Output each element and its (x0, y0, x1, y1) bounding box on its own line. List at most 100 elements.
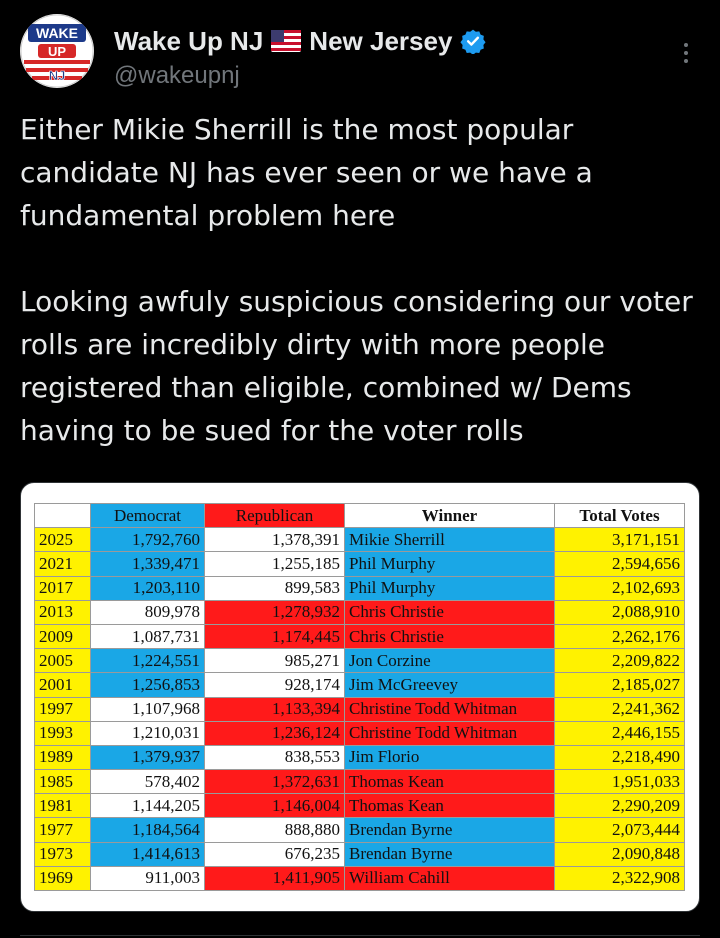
cell-total-votes: 2,446,155 (554, 720, 685, 746)
cell-democrat-votes: 1,792,760 (90, 527, 205, 553)
cell-total-votes: 2,218,490 (554, 744, 685, 771)
cell-democrat-votes: 1,144,205 (90, 793, 205, 819)
cell-republican-votes: 676,235 (204, 841, 345, 867)
cell-winner: Thomas Kean (344, 769, 555, 795)
cell-year: 1981 (34, 793, 91, 819)
cell-total-votes: 2,185,027 (554, 672, 685, 698)
cell-winner: Jim Florio (344, 744, 555, 771)
cell-year: 2013 (34, 599, 91, 625)
cell-total-votes: 3,171,151 (554, 527, 685, 553)
cell-democrat-votes: 911,003 (90, 865, 205, 892)
cell-year: 1969 (34, 865, 91, 892)
cell-total-votes: 1,951,033 (554, 769, 685, 795)
cell-democrat-votes: 1,339,471 (90, 551, 205, 577)
avatar-text-wake: WAKE (36, 25, 78, 41)
cell-winner: Jon Corzine (344, 648, 555, 674)
display-name[interactable]: Wake Up NJ (114, 25, 264, 56)
cell-year: 1993 (34, 720, 91, 746)
cell-democrat-votes: 1,107,968 (90, 696, 205, 722)
cell-republican-votes: 1,372,631 (204, 769, 345, 795)
cell-total-votes: 2,209,822 (554, 648, 685, 674)
cell-winner: Christine Todd Whitman (344, 696, 555, 722)
cell-winner: Phil Murphy (344, 575, 555, 601)
cell-year: 1989 (34, 744, 91, 771)
table-row: 2013 809,978 1,278,932 Chris Christie 2,088,… (34, 599, 685, 625)
tweet-text: Either Mikie Sherrill is the most popula… (20, 108, 700, 452)
cell-year: 2025 (34, 527, 91, 553)
table-row: 2001 1,256,853 928,174 Jim McGreevey 2,185,0… (34, 672, 685, 698)
cell-democrat-votes: 1,224,551 (90, 648, 205, 674)
avatar-text-up: UP (48, 44, 66, 59)
cell-winner: Brendan Byrne (344, 817, 555, 843)
table-row: 2005 1,224,551 985,271 Jon Corzine 2,209,822 (34, 648, 685, 674)
cell-republican-votes: 838,553 (204, 744, 345, 771)
cell-winner: William Cahill (344, 865, 555, 892)
cell-total-votes: 2,088,910 (554, 599, 685, 625)
cell-total-votes: 2,262,176 (554, 623, 685, 650)
table-row: 2009 1,087,731 1,174,445 Chris Christie 2,26… (34, 623, 685, 650)
table-row: 1989 1,379,937 838,553 Jim Florio 2,218,490 (34, 744, 685, 771)
header-year (34, 502, 91, 529)
verified-badge-icon[interactable] (460, 28, 486, 54)
cell-winner: Chris Christie (344, 599, 555, 625)
cell-year: 2017 (34, 575, 91, 601)
avatar[interactable]: WAKE UP NJ (20, 14, 94, 88)
cell-republican-votes: 1,146,004 (204, 793, 345, 819)
user-handle[interactable]: @wakeupnj (114, 62, 240, 89)
avatar-logo-icon: WAKE UP NJ (20, 14, 94, 88)
tweet-paragraph-2: Looking awfuly suspicious considering ou… (20, 285, 693, 447)
cell-total-votes: 2,073,444 (554, 817, 685, 843)
table-row: 1973 1,414,613 676,235 Brendan Byrne 2,090,8… (34, 841, 685, 867)
cell-winner: Jim McGreevey (344, 672, 555, 698)
divider (20, 935, 700, 936)
cell-year: 2005 (34, 648, 91, 674)
cell-winner: Phil Murphy (344, 551, 555, 577)
cell-republican-votes: 1,236,124 (204, 720, 345, 746)
cell-republican-votes: 1,411,905 (204, 865, 345, 892)
cell-republican-votes: 899,583 (204, 575, 345, 601)
tweet-image[interactable]: Democrat Republican Winner Total Votes 2… (20, 482, 700, 912)
avatar-text-nj: NJ (49, 68, 66, 83)
cell-year: 1973 (34, 841, 91, 867)
cell-total-votes: 2,102,693 (554, 575, 685, 601)
cell-year: 2009 (34, 623, 91, 650)
cell-winner: Thomas Kean (344, 793, 555, 819)
header-total-votes: Total Votes (554, 502, 685, 529)
cell-republican-votes: 1,174,445 (204, 623, 345, 650)
cell-total-votes: 2,594,656 (554, 551, 685, 577)
cell-total-votes: 2,290,209 (554, 793, 685, 819)
table-row: 1977 1,184,564 888,880 Brendan Byrne 2,073,4… (34, 817, 685, 843)
cell-republican-votes: 928,174 (204, 672, 345, 698)
cell-total-votes: 2,322,908 (554, 865, 685, 892)
cell-total-votes: 2,090,848 (554, 841, 685, 867)
tweet-header: WAKE UP NJ Wake Up NJ New Jersey @w (20, 14, 700, 94)
table-row: 2017 1,203,110 899,583 Phil Murphy 2,102,693 (34, 575, 685, 601)
table-row: 1993 1,210,031 1,236,124 Christine Todd Whi… (34, 720, 685, 746)
cell-winner: Mikie Sherrill (344, 527, 555, 553)
cell-democrat-votes: 809,978 (90, 599, 205, 625)
header-republican: Republican (204, 502, 345, 529)
table-row: 2021 1,339,471 1,255,185 Phil Murphy 2,594,6… (34, 551, 685, 577)
cell-republican-votes: 1,278,932 (204, 599, 345, 625)
cell-year: 2021 (34, 551, 91, 577)
header-democrat: Democrat (90, 502, 205, 529)
cell-year: 1977 (34, 817, 91, 843)
table-row: 1997 1,107,968 1,133,394 Christine Todd Whi… (34, 696, 685, 722)
cell-republican-votes: 1,133,394 (204, 696, 345, 722)
table-row: 1985 578,402 1,372,631 Thomas Kean 1,951,033 (34, 769, 685, 795)
cell-democrat-votes: 1,256,853 (90, 672, 205, 698)
table-body: 2025 1,792,760 1,378,391 Mikie Sherrill 3,17… (34, 527, 685, 892)
us-flag-icon (271, 30, 302, 52)
cell-year: 1997 (34, 696, 91, 722)
cell-democrat-votes: 1,379,937 (90, 744, 205, 771)
cell-democrat-votes: 1,414,613 (90, 841, 205, 867)
tweet-paragraph-1: Either Mikie Sherrill is the most popula… (20, 113, 593, 232)
cell-republican-votes: 1,378,391 (204, 527, 345, 553)
table-row: 1969 911,003 1,411,905 William Cahill 2,322,… (34, 865, 685, 892)
cell-democrat-votes: 1,087,731 (90, 623, 205, 650)
cell-democrat-votes: 1,210,031 (90, 720, 205, 746)
cell-republican-votes: 1,255,185 (204, 551, 345, 577)
table-row: 2025 1,792,760 1,378,391 Mikie Sherrill 3,17… (34, 527, 685, 553)
more-options-icon[interactable] (676, 38, 696, 68)
cell-winner: Chris Christie (344, 623, 555, 650)
